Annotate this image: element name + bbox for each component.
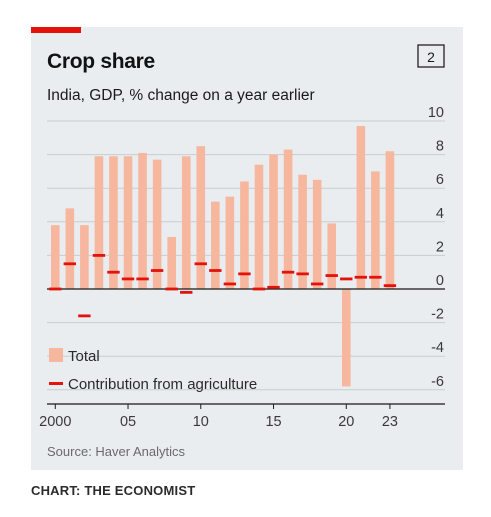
y-tick-label: 2 [436, 239, 444, 255]
accent-bar [31, 27, 81, 33]
agri-marker-2019 [325, 274, 338, 277]
y-tick-label: -2 [431, 307, 444, 323]
bar-total-2022 [371, 171, 380, 289]
agri-marker-2001 [63, 262, 77, 266]
bar-total-2016 [283, 149, 293, 289]
bar-total-2011 [211, 201, 220, 289]
agri-marker-2004 [107, 270, 120, 274]
chart-credit: CHART: THE ECONOMIST [31, 483, 196, 498]
x-tick-label: 20 [338, 414, 354, 430]
agri-marker-2011 [209, 269, 222, 272]
y-tick-label: 10 [428, 105, 444, 121]
bar-total-2001 [65, 208, 75, 289]
x-tick-label: 23 [382, 414, 398, 430]
legend-agri-swatch [49, 382, 63, 385]
x-axis-ticks: 2000 05 10 15 20 23 [39, 404, 398, 430]
agriculture-markers [49, 254, 397, 318]
bar-total-2015 [269, 154, 278, 289]
x-tick-label: 2000 [39, 414, 71, 430]
y-tick-label: 0 [436, 273, 444, 289]
agri-marker-2015 [267, 285, 280, 289]
legend: Total Contribution from agriculture [49, 348, 257, 393]
bar-total-2017 [298, 174, 307, 289]
bar-total-2020 [341, 289, 351, 387]
bar-total-2019 [327, 223, 337, 289]
y-tick-label: 4 [436, 206, 444, 222]
agri-marker-2005 [121, 277, 135, 281]
bar-total-2005 [123, 156, 133, 289]
bar-total-2006 [138, 152, 147, 289]
agri-marker-2013 [238, 272, 251, 276]
y-axis-ticks: 10 8 6 4 2 0 -2 -4 -6 [428, 105, 444, 390]
agri-marker-2022 [369, 275, 382, 279]
bar-total-2000 [50, 225, 60, 289]
bar-total-2012 [225, 196, 235, 289]
agri-marker-2000 [49, 287, 62, 291]
bar-total-2010 [196, 146, 206, 289]
agri-marker-2009 [180, 290, 193, 294]
bar-total-2002 [80, 225, 89, 289]
bar-total-2004 [109, 156, 118, 289]
agri-marker-2021 [354, 275, 368, 279]
agri-marker-2014 [252, 287, 266, 291]
bar-total-2013 [240, 181, 249, 289]
y-tick-label: -6 [431, 374, 444, 390]
chart-subtitle: India, GDP, % change on a year earlier [47, 87, 315, 104]
source-note: Source: Haver Analytics [47, 444, 186, 459]
agri-marker-2002 [78, 314, 91, 318]
agri-marker-2023 [383, 284, 397, 288]
legend-total-label: Total [68, 348, 100, 365]
bar-total-2018 [312, 179, 322, 289]
x-tick-label: 10 [193, 414, 209, 430]
legend-total-swatch [49, 348, 63, 362]
agri-marker-2006 [136, 277, 149, 281]
bar-total-2023 [385, 151, 395, 289]
legend-agri-label: Contribution from agriculture [68, 376, 257, 393]
bar-total-2007 [152, 159, 162, 289]
agri-marker-2008 [165, 287, 178, 291]
chart-svg: Crop share India, GDP, % change on a yea… [31, 27, 445, 459]
agri-marker-2018 [310, 282, 324, 286]
bar-total-2014 [254, 164, 264, 289]
chart-title: Crop share [47, 50, 155, 73]
agri-marker-2010 [194, 262, 207, 266]
bar-total-2008 [167, 236, 176, 289]
agri-marker-2016 [281, 270, 295, 274]
agri-marker-2007 [150, 269, 164, 272]
y-tick-label: 6 [436, 172, 444, 188]
agri-marker-2003 [92, 254, 106, 257]
chart-number-text: 2 [427, 49, 435, 65]
y-tick-label: -4 [431, 340, 444, 356]
chart-panel: Crop share India, GDP, % change on a yea… [31, 27, 463, 470]
agri-marker-2017 [296, 272, 309, 276]
x-tick-label: 05 [120, 414, 136, 430]
agri-marker-2020 [340, 277, 353, 281]
bar-total-2009 [181, 156, 191, 289]
bar-series [50, 126, 395, 387]
bar-total-2021 [356, 126, 366, 289]
agri-marker-2012 [223, 282, 237, 286]
y-tick-label: 8 [436, 139, 444, 155]
chart-number-badge [417, 44, 445, 68]
x-tick-label: 15 [265, 414, 281, 430]
bar-total-2003 [94, 156, 104, 289]
